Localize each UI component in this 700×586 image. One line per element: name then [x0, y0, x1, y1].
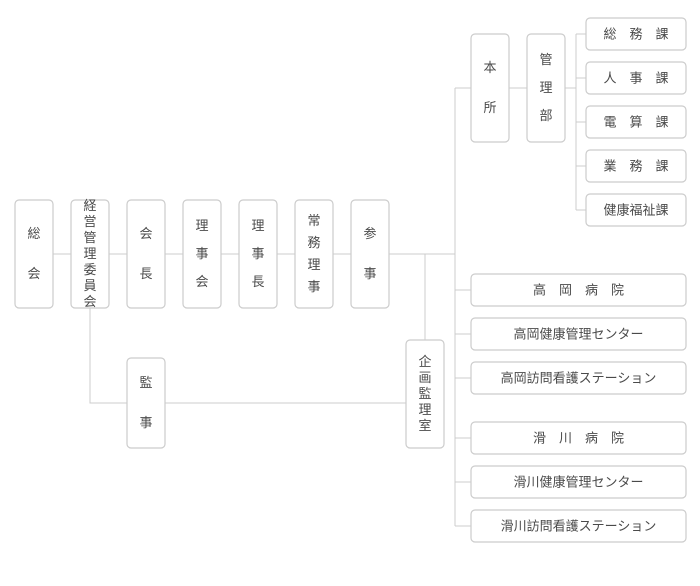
label-jinji: 人 事 課	[603, 70, 668, 85]
node-sanji	[351, 200, 389, 308]
label-keiei: 経営管理委員会	[83, 198, 96, 309]
label-name3: 滑川訪問看護ステーション	[501, 518, 657, 533]
label-name1: 滑 川 病 院	[533, 430, 624, 445]
node-honsho	[471, 34, 509, 142]
label-gyoumu: 業 務 課	[603, 158, 668, 173]
label-name2: 滑川健康管理センター	[513, 474, 643, 489]
label-densan: 電 算 課	[603, 114, 668, 129]
label-kikaku: 企画監理室	[418, 354, 431, 433]
node-kanji	[127, 358, 165, 448]
label-soumu: 総 務 課	[603, 26, 668, 41]
label-kenkou: 健康福祉課	[603, 202, 668, 217]
node-soukai	[15, 200, 53, 308]
label-kanribu: 管理部	[539, 52, 552, 123]
label-rijichou: 理事長	[251, 218, 264, 289]
label-takaoka2: 高岡健康管理センター	[513, 326, 643, 341]
node-kaichou	[127, 200, 165, 308]
label-takaoka1: 高 岡 病 院	[533, 282, 624, 297]
label-rijikai: 理事会	[195, 218, 208, 289]
label-takaoka3: 高岡訪問看護ステーション	[501, 370, 657, 385]
